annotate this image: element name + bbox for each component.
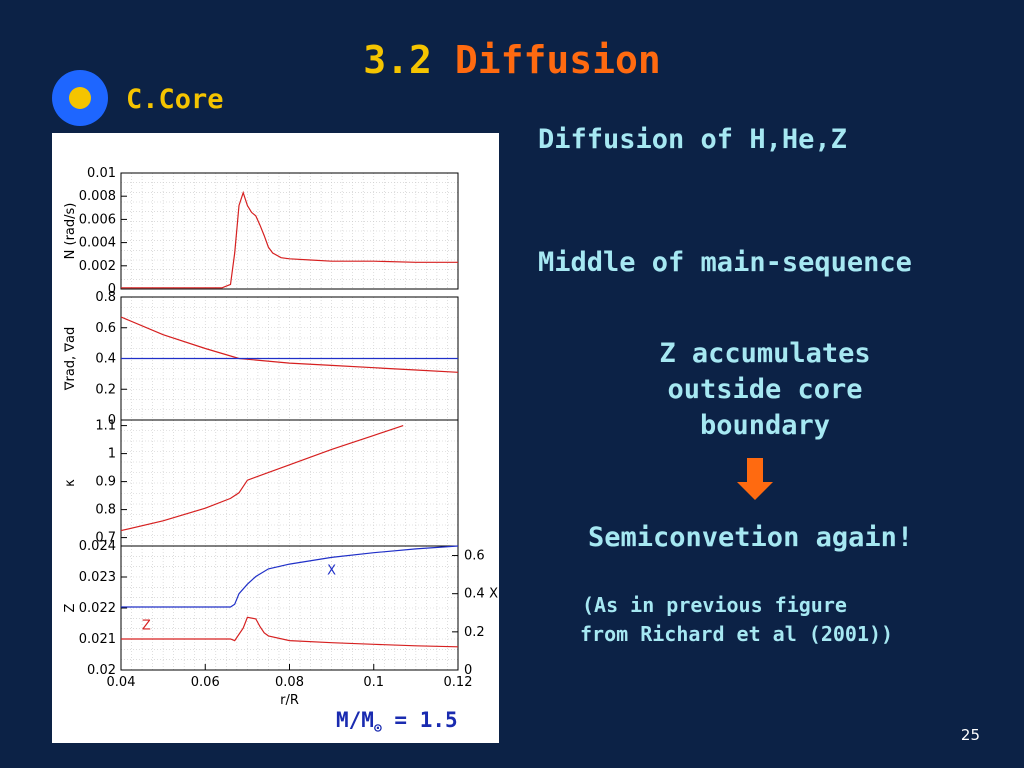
y2-tick-label: 0: [464, 663, 472, 678]
figure-panel: 0 0.002 0.004 0.006 0.008 0.01 N (rad/s) 0 0.2 0.…: [52, 133, 499, 743]
y-tick-label: 0: [108, 282, 116, 297]
mass-label-prefix: M/M: [336, 708, 374, 732]
y-axis-label: ∇rad, ∇ad: [63, 327, 78, 391]
x-tick-label: 0.06: [191, 675, 220, 690]
note-line-2: from Richard et al (2001)): [580, 622, 894, 646]
y-tick-label: 0.021: [79, 632, 116, 647]
y-tick-label: 0.9: [95, 475, 116, 490]
y-tick-label: 0.008: [79, 189, 116, 204]
bullet-dot: [69, 87, 91, 109]
x-tick-label: 0.1: [363, 675, 384, 690]
mass-label-sun-symbol: ⊙: [373, 721, 382, 737]
text-main-sequence: Middle of main-sequence: [538, 247, 912, 278]
y-tick-label: 0.01: [87, 166, 116, 181]
y-tick-label: 1: [108, 447, 116, 462]
y-tick-label: 0.8: [95, 290, 116, 305]
mass-label: M/M⊙ = 1.5: [336, 708, 458, 736]
y-tick-label: 0.023: [79, 570, 116, 585]
y-tick-label: 0.004: [79, 236, 116, 251]
x-tick-label: 0.04: [107, 675, 136, 690]
y2-tick-label: 0.2: [464, 625, 485, 640]
y-tick-label: 0.8: [95, 503, 116, 518]
slide-title: 3.2 Diffusion: [0, 38, 1024, 82]
y-tick-label: 1.1: [95, 419, 116, 434]
y-tick-label: 0.2: [95, 382, 116, 397]
down-arrow-icon: [737, 458, 773, 500]
y2-tick-label: 0.4: [464, 587, 485, 602]
series-line-line: [120, 316, 459, 373]
series-line-line: [120, 425, 404, 532]
stacked-chart: 0 0.002 0.004 0.006 0.008 0.01 N (rad/s) 0 0.2 0.…: [63, 166, 498, 708]
mass-label-value: = 1.5: [381, 708, 458, 732]
text-semiconvection: Semiconvetion again!: [588, 522, 914, 553]
series-line-line: [121, 190, 458, 289]
series-label: Z: [142, 619, 151, 634]
y-axis-label: N (rad/s): [63, 203, 78, 260]
text-z-accumulates: Z accumulates outside core boundary: [560, 336, 970, 444]
text-z-line-2: outside core: [667, 374, 863, 405]
y-axis-label: κ: [63, 479, 78, 487]
panel-frame: [120, 172, 459, 290]
series-line-z: [121, 616, 459, 648]
title-word: Diffusion: [454, 38, 661, 82]
subheading: C.Core: [126, 84, 224, 115]
y-tick-label: 0.006: [79, 212, 116, 227]
x-tick-label: 0.08: [275, 675, 304, 690]
y-tick-label: 0.6: [95, 321, 116, 336]
y2-tick-label: 0.6: [464, 549, 485, 564]
y-tick-label: 0.4: [95, 352, 116, 367]
y-tick-label: 0.002: [79, 259, 116, 274]
page-number: 25: [960, 726, 980, 744]
text-z-line-1: Z accumulates: [659, 338, 871, 369]
note-line-1: (As in previous figure: [582, 593, 847, 617]
y-tick-label: 0.7: [95, 531, 116, 546]
y-tick-label: 0.02: [87, 663, 116, 678]
bullet-icon: [52, 70, 108, 126]
title-number: 3.2: [363, 38, 432, 82]
y-tick-label: 0.024: [79, 539, 116, 554]
x-axis-label: r/R: [280, 693, 299, 708]
text-diffusion-line: Diffusion of H,He,Z: [538, 124, 847, 155]
y-tick-label: 0: [108, 413, 116, 428]
y-axis-label: Z: [63, 603, 78, 612]
series-label: X: [327, 564, 336, 579]
x-tick-label: 0.12: [444, 675, 473, 690]
series-line-x: [121, 545, 459, 608]
y2-axis-label: X: [489, 587, 498, 602]
text-z-line-3: boundary: [699, 410, 831, 441]
y-tick-label: 0.022: [79, 601, 116, 616]
